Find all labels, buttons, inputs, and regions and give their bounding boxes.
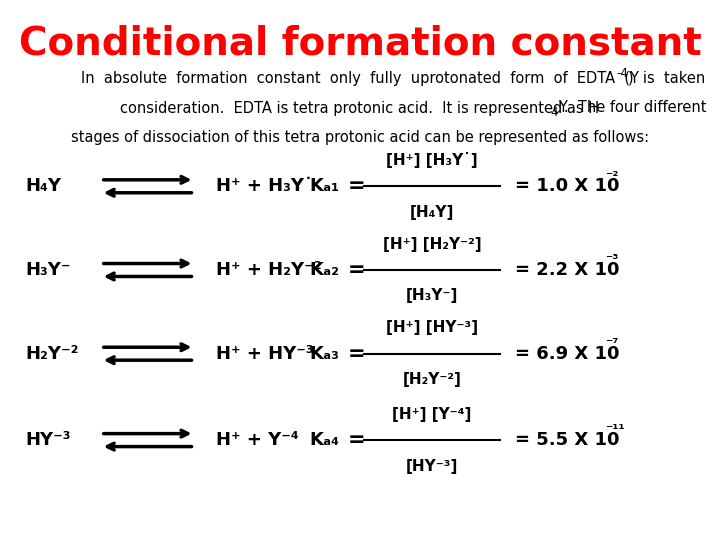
Text: H₄Y: H₄Y: [25, 177, 61, 195]
Text: Conditional formation constant: Conditional formation constant: [19, 24, 701, 62]
Text: H⁺ + HY⁻³: H⁺ + HY⁻³: [216, 345, 314, 363]
Text: Kₐ₃: Kₐ₃: [310, 345, 339, 363]
Text: [H₃Y⁻]: [H₃Y⁻]: [406, 288, 458, 303]
Text: = 5.5 X 10: = 5.5 X 10: [515, 431, 619, 449]
Text: Kₐ₄: Kₐ₄: [310, 431, 340, 449]
Text: [H⁺] [HY⁻³]: [H⁺] [HY⁻³]: [386, 320, 478, 335]
Text: In  absolute  formation  constant  only  fully  uprotonated  form  of  EDTA  (Y: In absolute formation constant only full…: [81, 71, 639, 86]
Text: =: =: [348, 260, 365, 280]
Text: =: =: [348, 343, 365, 364]
Text: [H₄Y]: [H₄Y]: [410, 205, 454, 220]
Text: H⁺ + H₂Y⁻²: H⁺ + H₂Y⁻²: [216, 261, 322, 279]
Text: -4: -4: [616, 68, 628, 80]
Text: Kₐ₂: Kₐ₂: [310, 261, 340, 279]
Text: = 1.0 X 10: = 1.0 X 10: [515, 177, 619, 195]
Text: ⁻²: ⁻²: [606, 170, 619, 184]
Text: Y.  The four different: Y. The four different: [558, 100, 706, 116]
Text: H₃Y⁻: H₃Y⁻: [25, 261, 71, 279]
Text: [H₂Y⁻²]: [H₂Y⁻²]: [402, 372, 462, 387]
Text: [H⁺] [H₃Y˙]: [H⁺] [H₃Y˙]: [386, 152, 478, 168]
Text: stages of dissociation of this tetra protonic acid can be represented as follows: stages of dissociation of this tetra pro…: [71, 130, 649, 145]
Text: [H⁺] [H₂Y⁻²]: [H⁺] [H₂Y⁻²]: [383, 237, 481, 252]
Text: = 2.2 X 10: = 2.2 X 10: [515, 261, 619, 279]
Text: H⁺ + Y⁻⁴: H⁺ + Y⁻⁴: [216, 431, 299, 449]
Text: ⁻⁷: ⁻⁷: [606, 337, 619, 351]
Text: Kₐ₁: Kₐ₁: [310, 177, 340, 195]
Text: =: =: [348, 430, 365, 450]
Text: ⁻¹¹: ⁻¹¹: [606, 423, 625, 437]
Text: [HY⁻³]: [HY⁻³]: [406, 458, 458, 474]
Text: )  is  taken: ) is taken: [628, 71, 705, 86]
Text: = 6.9 X 10: = 6.9 X 10: [515, 345, 619, 363]
Text: [H⁺] [Y⁻⁴]: [H⁺] [Y⁻⁴]: [392, 407, 472, 422]
Text: HY⁻³: HY⁻³: [25, 431, 71, 449]
Text: H⁺ + H₃Y˙: H⁺ + H₃Y˙: [216, 177, 313, 195]
Text: =: =: [348, 176, 365, 197]
Text: ⁻³: ⁻³: [606, 253, 619, 267]
Text: H₂Y⁻²: H₂Y⁻²: [25, 345, 78, 363]
Text: consideration.  EDTA is tetra protonic acid.  It is represented as H: consideration. EDTA is tetra protonic ac…: [120, 100, 600, 116]
Text: 4: 4: [551, 106, 558, 119]
